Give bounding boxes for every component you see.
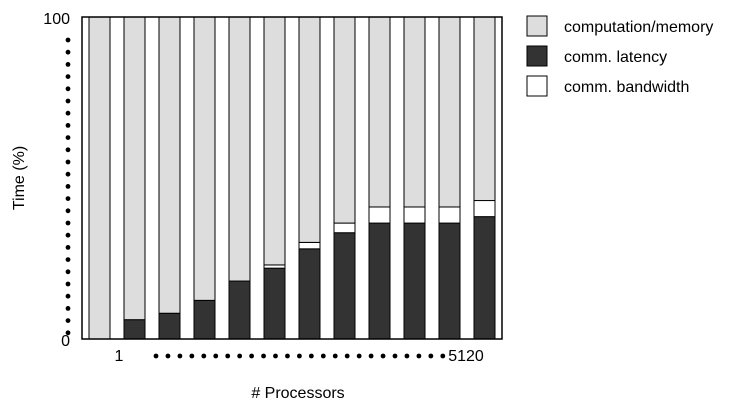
legend-label-comm-bandwidth: comm. bandwidth xyxy=(564,79,689,96)
x-axis-dot xyxy=(440,353,446,359)
y-axis-dot xyxy=(65,135,71,141)
legend-label-computation-memory: computation/memory xyxy=(564,19,713,36)
y-axis-dot xyxy=(65,293,71,299)
x-axis-dot xyxy=(308,353,314,359)
y-axis-dot xyxy=(65,159,71,165)
bar-segment-computation-memory-7 xyxy=(298,16,321,243)
bar-segment-computation-memory-4 xyxy=(193,16,216,301)
y-axis-dot xyxy=(65,306,71,311)
bar-segment-comm-bandwidth-10 xyxy=(403,206,426,224)
bar-segment-comm-latency-2 xyxy=(123,319,146,340)
bar-segment-comm-bandwidth-11 xyxy=(438,206,461,224)
y-axis-dot xyxy=(65,147,71,153)
y-axis-dot xyxy=(65,74,71,79)
y-axis-dots xyxy=(65,37,71,336)
x-axis-dot xyxy=(392,353,398,359)
bar-segment-computation-memory-1 xyxy=(88,16,111,340)
x-axis-dot xyxy=(332,353,338,359)
x-axis-dot xyxy=(201,353,207,359)
x-axis-dot xyxy=(344,353,350,359)
y-axis-dot xyxy=(65,62,71,67)
x-axis-dots xyxy=(153,353,446,359)
y-axis-label: Time (%) xyxy=(11,146,28,210)
plot-frame xyxy=(81,16,503,340)
x-axis-dot xyxy=(320,353,326,359)
x-axis-dot xyxy=(404,353,410,359)
bar-segment-comm-bandwidth-7 xyxy=(298,241,321,250)
x-axis-dot xyxy=(153,353,159,359)
bars-group xyxy=(88,16,496,340)
x-axis-dot xyxy=(356,353,362,359)
bar-segment-computation-memory-10 xyxy=(403,16,426,208)
bar-segment-comm-bandwidth-9 xyxy=(368,206,391,224)
x-axis-dot xyxy=(249,353,255,359)
x-axis-dot xyxy=(225,353,231,359)
x-axis-dot xyxy=(297,353,302,359)
bar-segment-comm-latency-7 xyxy=(298,248,321,340)
bar-segment-comm-latency-5 xyxy=(228,280,251,340)
x-axis-dot xyxy=(165,353,171,359)
y-axis-dot xyxy=(65,86,71,92)
y-axis-dot xyxy=(65,184,71,189)
y-tick-100: 100 xyxy=(43,11,70,28)
y-axis-dot xyxy=(65,257,71,262)
bar-segment-computation-memory-9 xyxy=(368,16,391,208)
y-axis-dot xyxy=(65,208,71,214)
y-axis-dot xyxy=(65,49,71,55)
y-axis-dot xyxy=(65,220,71,226)
y-axis-dot xyxy=(65,318,71,323)
x-axis-dot xyxy=(416,353,422,359)
x-axis-dot xyxy=(213,353,219,359)
bar-segment-comm-bandwidth-12 xyxy=(473,200,496,218)
x-tick-first: 1 xyxy=(115,348,124,365)
y-axis-dot xyxy=(65,269,71,275)
legend: computation/memory comm. latency comm. b… xyxy=(526,15,713,97)
x-tick-last: 5120 xyxy=(448,348,484,365)
bar-segment-computation-memory-11 xyxy=(438,16,461,208)
bar-segment-comm-latency-9 xyxy=(368,222,391,340)
bar-segment-comm-latency-12 xyxy=(473,216,496,340)
y-axis-dot xyxy=(65,281,71,287)
x-axis-dot xyxy=(368,353,374,359)
x-axis-label: # Processors xyxy=(251,385,344,402)
x-axis-dot xyxy=(273,353,278,359)
legend-swatch-comm-bandwidth xyxy=(526,75,548,97)
bar-segment-computation-memory-5 xyxy=(228,16,251,282)
y-axis-dot xyxy=(65,110,71,116)
x-axis-dot xyxy=(285,353,290,359)
bar-segment-comm-latency-3 xyxy=(158,312,181,340)
bar-segment-comm-latency-4 xyxy=(193,299,216,340)
y-axis-dot xyxy=(65,171,71,177)
bar-segment-computation-memory-6 xyxy=(263,16,286,266)
x-axis-dot xyxy=(189,353,195,359)
legend-swatch-computation-memory xyxy=(526,15,548,37)
x-axis-dot xyxy=(237,353,243,359)
y-axis-dot xyxy=(65,330,71,336)
bar-segment-comm-latency-6 xyxy=(263,267,286,340)
x-axis-dot xyxy=(428,353,434,359)
y-axis-dot xyxy=(65,37,71,43)
y-axis-dot xyxy=(65,196,71,202)
y-axis-dot xyxy=(65,123,71,128)
x-axis-dot xyxy=(380,353,386,359)
y-axis-dot xyxy=(65,232,71,238)
legend-label-comm-latency: comm. latency xyxy=(564,49,667,66)
legend-swatch-comm-latency xyxy=(526,45,548,67)
x-axis-dot xyxy=(177,353,183,359)
y-axis-dot xyxy=(65,98,71,104)
bar-segment-comm-latency-8 xyxy=(333,232,356,340)
y-axis-dot xyxy=(65,245,71,250)
x-axis-dot xyxy=(261,353,266,359)
bar-segment-computation-memory-12 xyxy=(473,16,496,202)
bar-segment-comm-bandwidth-8 xyxy=(333,222,356,234)
bar-segment-computation-memory-8 xyxy=(333,16,356,224)
y-tick-0: 0 xyxy=(61,333,70,350)
bar-segment-computation-memory-3 xyxy=(158,16,181,314)
bar-segment-computation-memory-2 xyxy=(123,16,146,321)
bar-segment-comm-latency-11 xyxy=(438,222,461,340)
bar-segment-comm-latency-10 xyxy=(403,222,426,340)
